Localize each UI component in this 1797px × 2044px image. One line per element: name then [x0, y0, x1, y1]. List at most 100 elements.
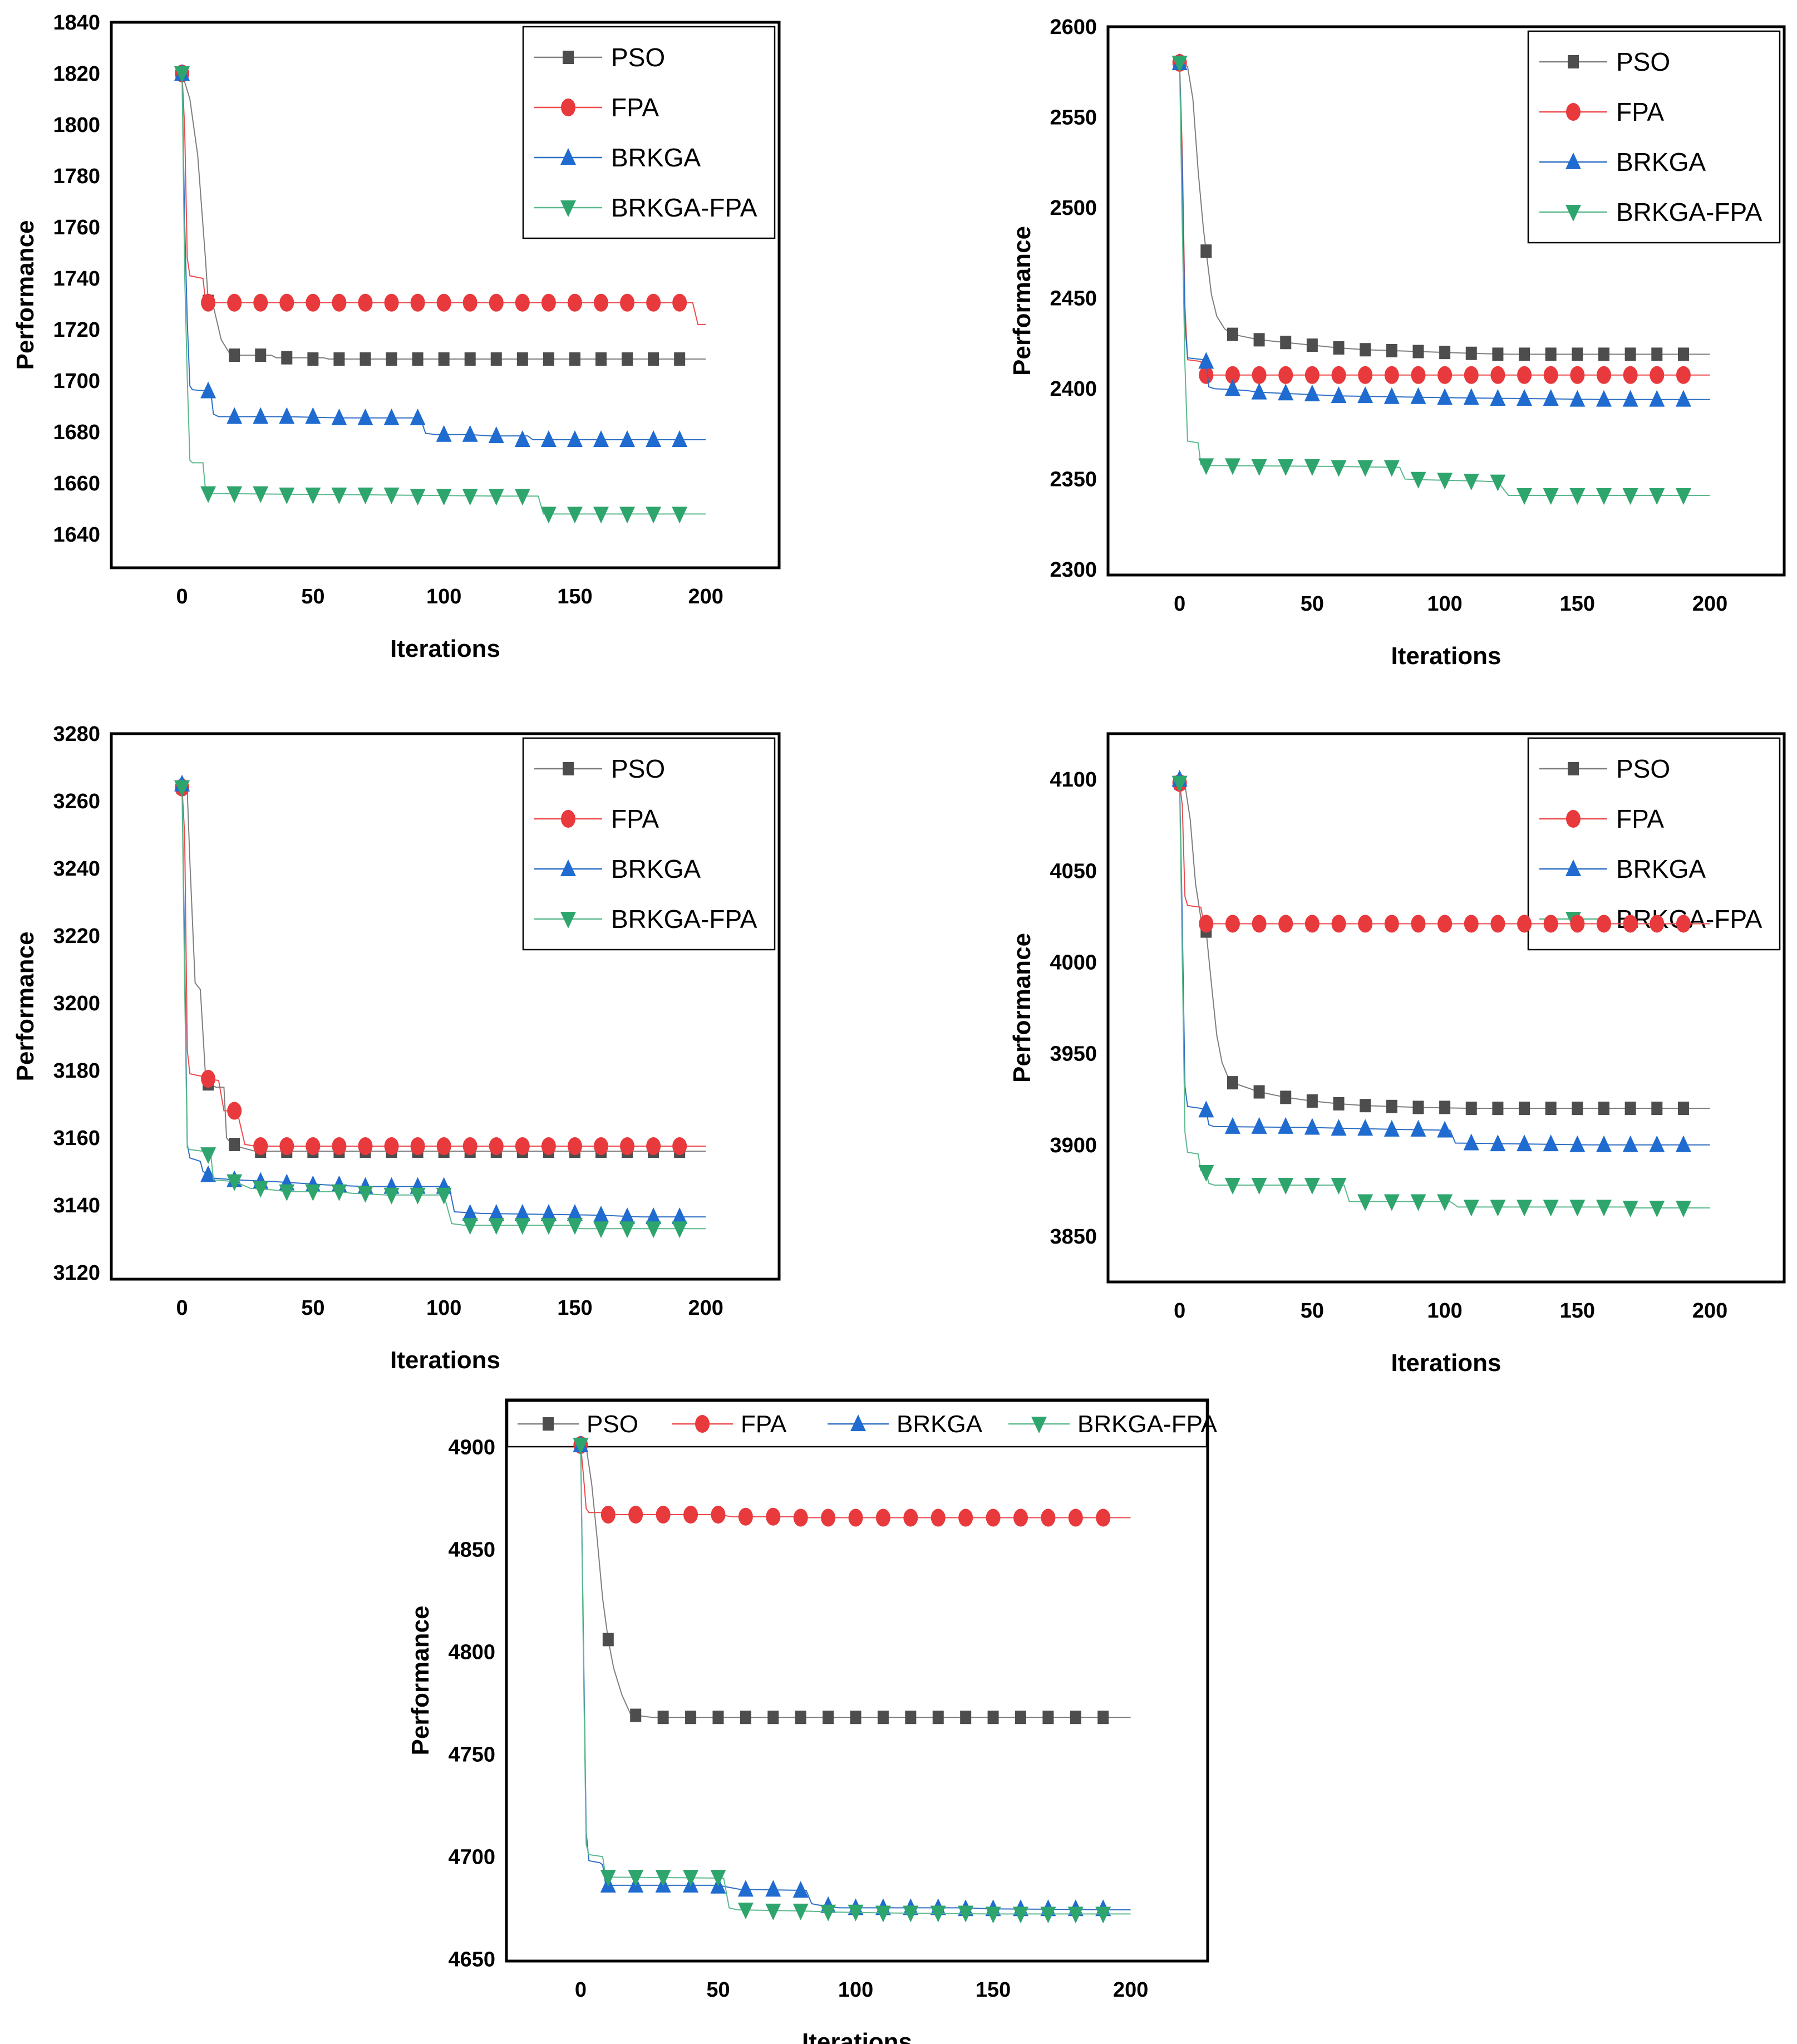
- y-tick-label: 2400: [1050, 377, 1097, 401]
- FPA-marker: [1517, 366, 1532, 384]
- y-tick-label: 1740: [53, 267, 100, 291]
- PSO-marker: [1677, 347, 1689, 361]
- x-tick-label: 150: [1560, 592, 1595, 616]
- y-tick-label: 4650: [448, 1948, 495, 1971]
- legend-label: PSO: [611, 754, 665, 783]
- x-tick-label: 0: [1174, 1299, 1185, 1323]
- y-tick-label: 3180: [53, 1059, 100, 1083]
- PSO-marker: [1227, 327, 1238, 341]
- series-PSO: [1174, 56, 1710, 361]
- BRKGA-marker: [792, 1881, 809, 1898]
- legend-label: FPA: [741, 1411, 787, 1438]
- y-tick-label: 2350: [1050, 468, 1097, 492]
- FPA-marker: [567, 293, 582, 312]
- BRKGA-marker: [1649, 1135, 1665, 1152]
- legend-BRKGA-FPA-marker-icon: [560, 200, 576, 217]
- BRKGA-FPA-marker: [1410, 1194, 1426, 1211]
- BRKGA-FPA-marker: [1517, 488, 1533, 505]
- BRKGA-marker: [1517, 389, 1533, 406]
- BRKGA-marker: [619, 430, 636, 447]
- FPA-marker: [227, 293, 242, 312]
- BRKGA-marker: [1649, 390, 1665, 407]
- y-tick-label: 1780: [53, 165, 100, 188]
- FPA-marker: [1278, 366, 1293, 384]
- series-FPA: [1172, 774, 1710, 933]
- FPA-marker: [594, 293, 608, 312]
- PSO-marker: [685, 1711, 697, 1724]
- legend-label: PSO: [1616, 47, 1670, 76]
- chart-middle-right: 3850 3900 3950 4000 4050 4100 0 50 100 150 200 Iter…: [1008, 732, 1786, 1377]
- y-tick-label: 4000: [1050, 951, 1097, 974]
- BRKGA-FPA-marker: [1251, 459, 1267, 476]
- x-tick-label: 50: [1301, 1299, 1324, 1323]
- BRKGA-marker: [1622, 1135, 1638, 1152]
- BRKGA-FPA-marker: [514, 489, 530, 506]
- BRKGA-marker: [305, 407, 321, 424]
- FPA-marker: [986, 1509, 1001, 1527]
- x-tick-label: 150: [1560, 1299, 1595, 1323]
- PSO-marker: [1624, 1102, 1636, 1116]
- BRKGA-FPA-marker: [1171, 775, 1188, 793]
- BRKGA-marker: [1437, 1121, 1453, 1138]
- FPA-marker: [1384, 915, 1399, 933]
- BRKGA-FPA-marker: [305, 1184, 321, 1201]
- FPA-marker: [793, 1509, 808, 1527]
- y-tick-label: 3850: [1050, 1225, 1097, 1249]
- legend-label: FPA: [611, 93, 659, 122]
- legend-label: FPA: [1616, 97, 1664, 126]
- PSO-marker: [1253, 1085, 1265, 1099]
- BRKGA-marker: [1224, 1117, 1240, 1134]
- legend-label: BRKGA-FPA: [1616, 198, 1762, 227]
- BRKGA-FPA-marker: [1490, 1200, 1506, 1217]
- x-tick-label: 100: [426, 1296, 461, 1320]
- PSO-marker: [307, 352, 319, 366]
- FPA-marker: [410, 1137, 425, 1156]
- legend-BRKGA-marker-icon: [560, 859, 576, 876]
- legend-FPA-marker-icon: [561, 810, 575, 828]
- BRKGA-FPA-marker: [567, 507, 583, 524]
- BRKGA-marker: [593, 1206, 609, 1223]
- BRKGA-marker: [200, 1165, 216, 1182]
- BRKGA-FPA-marker: [1437, 1194, 1453, 1211]
- PSO-marker: [905, 1711, 917, 1724]
- PSO-marker: [1651, 1102, 1663, 1116]
- legend-label: BRKGA-FPA: [611, 193, 757, 222]
- chart-top-right: 2300 2350 2400 2450 2500 2550 2600 0 50 100 150 200…: [1008, 16, 1786, 670]
- legend-PSO-marker-icon: [1568, 55, 1579, 68]
- BRKGA-FPA-marker: [1490, 474, 1506, 492]
- plot-frame: [1106, 25, 1786, 577]
- legend: PSO FPA BRKGA BRKGA-FPA: [522, 737, 776, 951]
- BRKGA-FPA-marker: [1304, 1177, 1320, 1195]
- PSO-marker: [630, 1708, 642, 1722]
- legend: PSO FPA BRKGA BRKGA-FPA: [522, 26, 776, 239]
- y-tick-label: 1640: [53, 523, 100, 547]
- FPA-marker: [1358, 915, 1373, 933]
- BRKGA-marker: [1675, 1135, 1691, 1152]
- FPA-marker: [1490, 915, 1505, 933]
- PSO-marker: [1200, 244, 1212, 258]
- BRKGA-FPA-marker: [331, 1184, 347, 1201]
- PSO-marker: [648, 352, 659, 366]
- y-tick-label: 4900: [448, 1436, 495, 1460]
- y-tick-label: 4700: [448, 1845, 495, 1869]
- y-tick-label: 3240: [53, 857, 100, 881]
- BRKGA-marker: [540, 1204, 557, 1221]
- BRKGA-FPA-marker: [1095, 1907, 1111, 1924]
- FPA-marker: [594, 1137, 608, 1156]
- BRKGA-FPA-marker: [1384, 460, 1400, 477]
- y-tick-label: 3140: [53, 1194, 100, 1217]
- PSO-marker: [795, 1711, 806, 1724]
- series-BRKGA: [573, 1435, 1131, 1917]
- BRKGA-marker: [1278, 384, 1294, 401]
- PSO-marker: [1439, 346, 1451, 360]
- BRKGA-FPA-marker: [1463, 1200, 1479, 1217]
- FPA-marker: [1490, 366, 1505, 384]
- PSO-marker: [823, 1711, 834, 1724]
- legend-label: BRKGA-FPA: [611, 905, 757, 933]
- PSO-marker: [1360, 343, 1371, 357]
- FPA-marker: [1384, 366, 1399, 384]
- BRKGA-FPA-marker: [200, 486, 216, 503]
- PSO-marker: [1677, 1102, 1689, 1116]
- PSO-marker: [657, 1711, 669, 1724]
